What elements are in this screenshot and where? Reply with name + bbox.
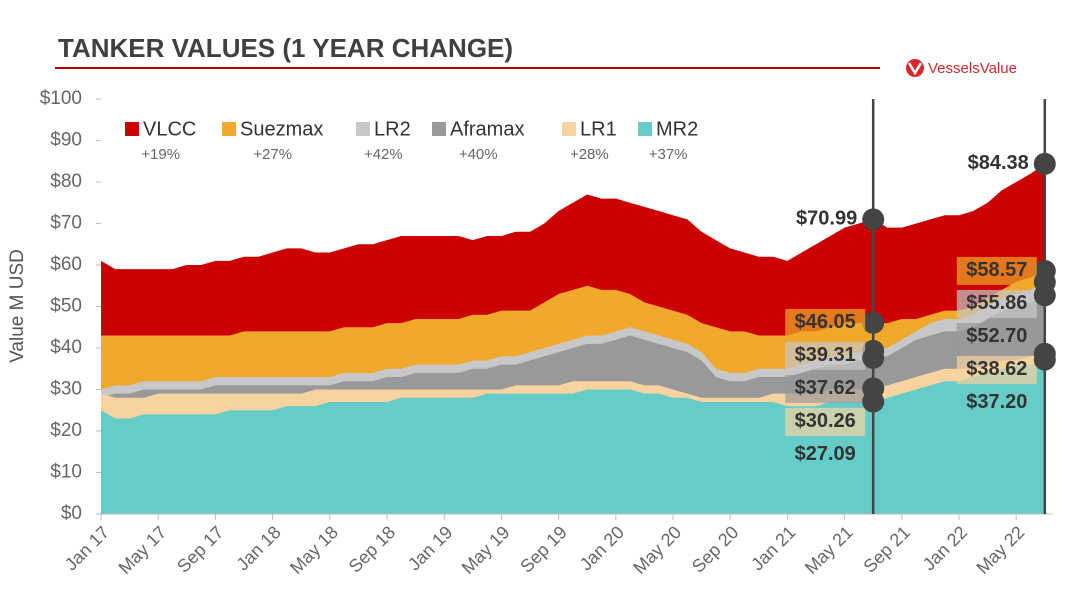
value-label: $37.20: [966, 391, 1027, 413]
y-axis-title: Value M USD: [7, 249, 28, 363]
legend-swatch: [562, 122, 576, 136]
value-label: $39.31: [795, 344, 856, 366]
marker-dot: [862, 390, 885, 413]
legend-swatch: [638, 122, 652, 136]
area: [101, 359, 1045, 514]
value-label: $37.62: [795, 377, 856, 399]
x-tick-label: May 19: [458, 522, 514, 578]
value-label-bg: [956, 388, 1037, 417]
x-tick-label: May 22: [973, 522, 1029, 578]
x-tick-label: May 17: [115, 522, 171, 578]
legend-label: LR1: [580, 118, 617, 140]
value-label: $30.26: [795, 410, 856, 432]
marker-dot: [1033, 348, 1056, 371]
marker-dot: [862, 346, 885, 369]
value-label: $27.09: [795, 443, 856, 465]
legend-label: Suezmax: [240, 118, 323, 140]
x-tick-label: Jan 18: [232, 522, 284, 574]
value-label-bg: [785, 440, 866, 469]
value-label-bg: [956, 256, 1037, 285]
y-tick-label: $70: [50, 213, 82, 234]
chart-title: TANKER VALUES (1 YEAR CHANGE): [58, 33, 513, 63]
legend-label: Aframax: [450, 118, 524, 140]
value-label: $84.38: [968, 152, 1029, 174]
marker-dot: [862, 311, 885, 334]
x-tick-label: Sep 21: [859, 522, 913, 576]
x-tick-label: Jan 21: [747, 522, 799, 574]
x-tick-label: Sep 18: [345, 522, 399, 576]
value-label-bg: [785, 308, 866, 337]
value-label-bg: [785, 374, 866, 403]
x-tick-label: Sep 20: [688, 522, 742, 576]
value-label-bg: [785, 407, 866, 436]
legend-change: +42%: [364, 146, 403, 163]
legend-change: +37%: [649, 146, 688, 163]
legend-label: LR2: [374, 118, 411, 140]
y-tick-label: $10: [50, 462, 82, 483]
x-tick-label: Jan 22: [919, 522, 971, 574]
x-tick-label: Sep 17: [173, 522, 227, 576]
x-tick-label: May 20: [629, 522, 685, 578]
y-tick-label: $50: [50, 296, 82, 317]
x-tick-label: Sep 19: [516, 522, 570, 576]
x-tick-label: May 18: [286, 522, 342, 578]
value-label-bg: [785, 341, 866, 370]
y-tick-label: $90: [50, 130, 82, 151]
legend-label: VLCC: [143, 118, 196, 140]
y-tick-label: $30: [50, 379, 82, 400]
legend-label: MR2: [656, 118, 698, 140]
legend-change: +27%: [253, 146, 292, 163]
value-label-bg: [956, 289, 1037, 318]
y-tick-label: $100: [40, 88, 82, 109]
brand-logo-mark: [907, 62, 923, 76]
x-tick-label: Jan 19: [404, 522, 456, 574]
legend-change: +19%: [141, 146, 180, 163]
value-label: $55.86: [966, 292, 1027, 314]
y-tick-label: $80: [50, 171, 82, 192]
value-label-bg: [956, 355, 1037, 384]
marker-dot: [1033, 152, 1056, 175]
legend-swatch: [432, 122, 446, 136]
legend-swatch: [125, 122, 139, 136]
y-tick-label: $40: [50, 337, 82, 358]
value-label: $58.57: [966, 259, 1027, 281]
value-label-bg: [956, 322, 1037, 351]
legend-change: +40%: [459, 146, 498, 163]
y-tick-label: $20: [50, 420, 82, 441]
value-label: $38.62: [966, 358, 1027, 380]
marker-dot: [1033, 284, 1056, 307]
value-label: $46.05: [795, 311, 856, 333]
x-tick-label: May 21: [801, 522, 857, 578]
legend-swatch: [356, 122, 370, 136]
legend-change: +28%: [570, 146, 609, 163]
x-tick-label: Jan 20: [576, 522, 628, 574]
brand: VesselsValue: [928, 60, 1017, 77]
value-label: $70.99: [796, 208, 857, 230]
legend-swatch: [222, 122, 236, 136]
y-tick-label: $60: [50, 254, 82, 275]
x-tick-label: Jan 17: [61, 522, 113, 574]
marker-dot: [862, 208, 885, 231]
value-label: $52.70: [966, 325, 1027, 347]
y-tick-label: $0: [61, 503, 82, 524]
